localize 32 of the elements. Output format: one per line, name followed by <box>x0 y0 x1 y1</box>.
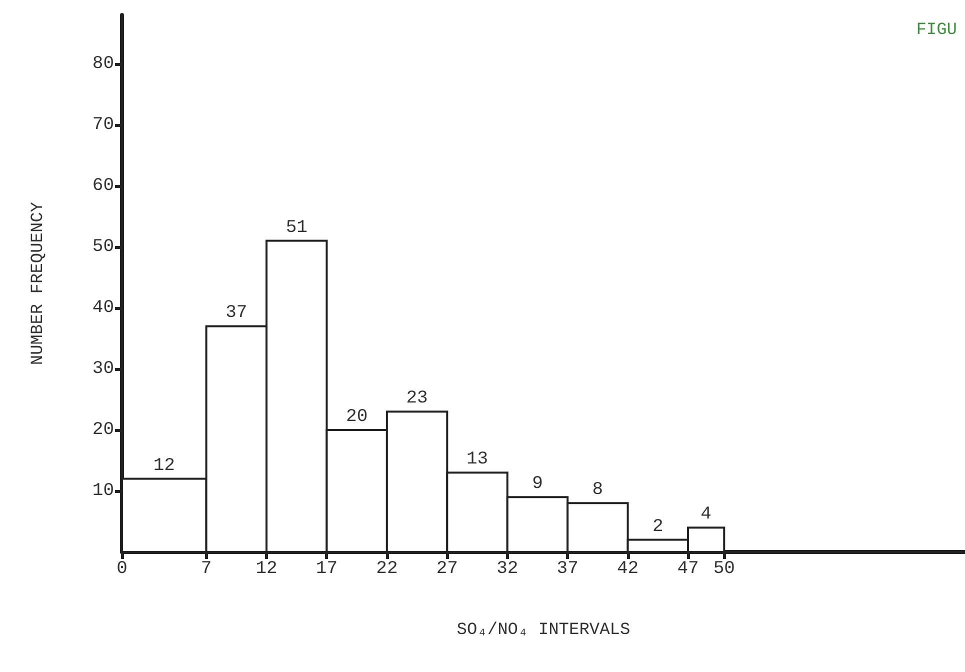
x-tick-label: 50 <box>713 559 735 579</box>
y-tick-label: 50 <box>92 236 114 257</box>
data-label: 8 <box>592 480 604 500</box>
x-tick-label: 32 <box>496 559 518 579</box>
y-tick-label: 60 <box>92 176 114 196</box>
y-tick-label: 80 <box>92 54 114 74</box>
x-tick-label: 27 <box>436 559 458 579</box>
data-label: 9 <box>532 474 543 494</box>
x-tick-label: 42 <box>616 559 639 579</box>
data-label: 23 <box>406 388 428 409</box>
x-tick-label: 47 <box>677 559 699 579</box>
data-label: 4 <box>700 504 712 525</box>
data-label: 37 <box>226 303 248 324</box>
y-axis-title: NUMBER FREQUENCY <box>29 202 48 366</box>
data-label: 20 <box>346 406 368 427</box>
x-tick-label: 17 <box>316 559 338 579</box>
x-tick-label: 12 <box>256 559 278 579</box>
y-tick-label: 70 <box>92 114 114 135</box>
x-axis-title: SO₄/NO₄ INTERVALS <box>456 621 630 640</box>
data-label: 51 <box>286 218 308 238</box>
data-label: 2 <box>652 516 664 537</box>
y-tick-label: 20 <box>92 420 114 440</box>
x-tick-label: 0 <box>116 559 128 579</box>
y-tick-label: 10 <box>92 480 114 501</box>
annotation: FIGU <box>916 21 958 40</box>
y-tick-label: 30 <box>92 358 114 379</box>
x-tick-label: 7 <box>200 559 212 579</box>
data-label: 13 <box>466 450 488 470</box>
y-tick-label: 40 <box>92 298 114 318</box>
x-tick-label: 37 <box>556 559 578 579</box>
x-tick-label: 22 <box>376 559 398 579</box>
data-label: 12 <box>153 456 175 476</box>
